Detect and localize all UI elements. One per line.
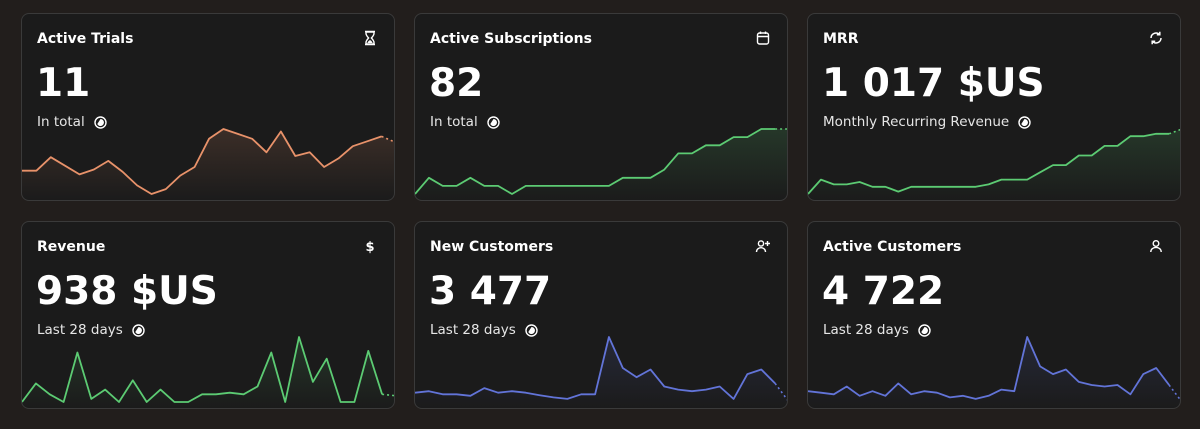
metric-card-active-customers[interactable]: Active Customers 4 722 Last 28 days — [807, 221, 1181, 409]
card-title: Active Subscriptions — [430, 31, 592, 47]
card-subtitle: Last 28 days — [430, 322, 516, 338]
card-value: 11 — [36, 61, 91, 106]
sparkline-line — [415, 336, 776, 400]
card-title: Revenue — [37, 239, 106, 255]
card-subtitle-row: Monthly Recurring Revenue — [823, 114, 1031, 130]
card-subtitle: Monthly Recurring Revenue — [823, 114, 1010, 130]
card-subtitle-row: Last 28 days — [823, 322, 931, 338]
sparkline-projection — [382, 393, 394, 397]
card-subtitle-row: In total — [430, 114, 500, 130]
card-title: Active Trials — [37, 31, 134, 47]
sparkline-line — [415, 128, 776, 195]
metric-card-active-subscriptions[interactable]: Active Subscriptions 82 In total — [414, 13, 788, 201]
card-subtitle-row: Last 28 days — [37, 322, 145, 338]
card-value: 4 722 — [822, 269, 945, 314]
sparkline-line — [808, 132, 1170, 195]
metric-card-revenue[interactable]: Revenue $938 $US Last 28 days — [21, 221, 395, 409]
sparkline-chart — [415, 128, 787, 200]
sparkline-projection — [774, 382, 787, 401]
card-subtitle-row: In total — [37, 114, 107, 130]
info-icon[interactable] — [525, 323, 538, 337]
user-plus-icon — [755, 238, 771, 254]
card-value: 3 477 — [429, 269, 552, 314]
info-icon[interactable] — [132, 323, 145, 337]
user-icon — [1148, 238, 1164, 254]
sparkline-area — [808, 337, 1180, 408]
sparkline-chart — [22, 336, 394, 408]
metric-card-mrr[interactable]: MRR 1 017 $US Monthly Recurring Revenue — [807, 13, 1181, 201]
card-subtitle-row: Last 28 days — [430, 322, 538, 338]
card-subtitle: Last 28 days — [823, 322, 909, 338]
repeat-icon — [1148, 30, 1164, 46]
hourglass-icon — [362, 30, 378, 46]
info-icon[interactable] — [94, 115, 107, 129]
sparkline-area — [22, 337, 394, 408]
card-value: 1 017 $US — [822, 61, 1045, 106]
info-icon[interactable] — [1018, 115, 1031, 129]
sparkline-chart — [22, 128, 394, 200]
sparkline-line — [22, 128, 382, 195]
sparkline-area — [22, 129, 394, 200]
card-value: 938 $US — [36, 269, 218, 314]
sparkline-area — [415, 129, 787, 200]
card-title: New Customers — [430, 239, 554, 255]
svg-text:$: $ — [365, 240, 374, 254]
metric-card-new-customers[interactable]: New Customers 3 477 Last 28 days — [414, 221, 788, 409]
card-subtitle: Last 28 days — [37, 322, 123, 338]
calendar-icon — [755, 30, 771, 46]
info-icon[interactable] — [487, 115, 500, 129]
sparkline-chart — [808, 336, 1180, 408]
sparkline-projection — [1168, 128, 1180, 135]
card-subtitle: In total — [430, 114, 478, 130]
sparkline-chart — [808, 128, 1180, 200]
metric-card-active-trials[interactable]: Active Trials 11 In total — [21, 13, 395, 201]
card-subtitle: In total — [37, 114, 85, 130]
card-title: Active Customers — [823, 239, 962, 255]
sparkline-line — [808, 336, 1170, 400]
card-value: 82 — [429, 61, 484, 106]
dollar-icon: $ — [362, 238, 378, 255]
sparkline-chart — [415, 336, 787, 408]
card-title: MRR — [823, 31, 859, 47]
sparkline-area — [808, 129, 1180, 200]
sparkline-projection — [1168, 384, 1180, 401]
info-icon[interactable] — [918, 323, 931, 337]
sparkline-line — [22, 336, 383, 403]
